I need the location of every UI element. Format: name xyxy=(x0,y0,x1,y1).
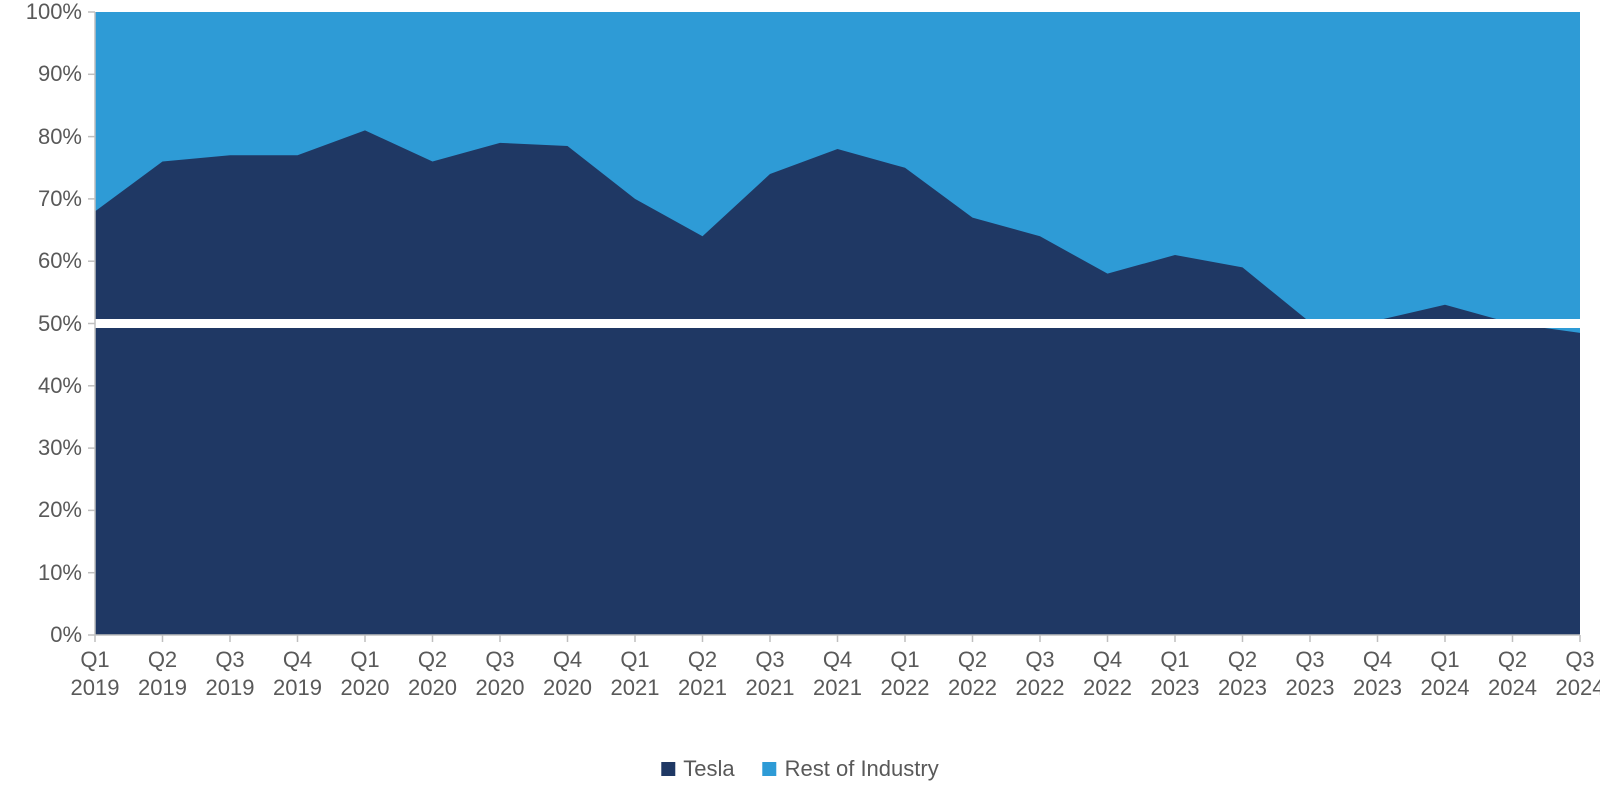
x-tick-label: Q1 2024 xyxy=(1421,646,1470,701)
x-tick-label: Q3 2020 xyxy=(476,646,525,701)
y-tick-label: 90% xyxy=(38,61,82,87)
x-tick-label: Q1 2023 xyxy=(1151,646,1200,701)
x-tick-label: Q2 2019 xyxy=(138,646,187,701)
y-tick-label: 10% xyxy=(38,560,82,586)
legend-swatch-rest xyxy=(763,762,777,776)
legend-label-rest: Rest of Industry xyxy=(785,756,939,782)
x-tick-label: Q1 2022 xyxy=(881,646,930,701)
y-tick-label: 70% xyxy=(38,186,82,212)
x-tick-label: Q2 2022 xyxy=(948,646,997,701)
legend-item-rest: Rest of Industry xyxy=(763,756,939,782)
x-tick-label: Q4 2019 xyxy=(273,646,322,701)
x-tick-label: Q2 2024 xyxy=(1488,646,1537,701)
x-tick-label: Q4 2021 xyxy=(813,646,862,701)
y-tick-label: 100% xyxy=(26,0,82,25)
legend-label-tesla: Tesla xyxy=(683,756,734,782)
y-tick-label: 20% xyxy=(38,497,82,523)
y-tick-label: 80% xyxy=(38,124,82,150)
x-tick-label: Q1 2019 xyxy=(71,646,120,701)
x-tick-label: Q2 2020 xyxy=(408,646,457,701)
x-tick-label: Q3 2022 xyxy=(1016,646,1065,701)
y-tick-label: 40% xyxy=(38,373,82,399)
chart-legend: Tesla Rest of Industry xyxy=(661,756,938,782)
market-share-stacked-area-chart: 0% 10% 20% 30% 40% 50% 60% 70% 80% 90% 100% Q1 201… xyxy=(0,0,1600,793)
y-tick-label: 30% xyxy=(38,435,82,461)
x-tick-label: Q1 2020 xyxy=(341,646,390,701)
legend-item-tesla: Tesla xyxy=(661,756,734,782)
y-tick-label: 50% xyxy=(38,311,82,337)
x-tick-label: Q2 2023 xyxy=(1218,646,1267,701)
x-tick-label: Q3 2021 xyxy=(746,646,795,701)
y-tick-label: 0% xyxy=(50,622,82,648)
x-tick-label: Q1 2021 xyxy=(611,646,660,701)
x-tick-label: Q3 2023 xyxy=(1286,646,1335,701)
x-tick-label: Q3 2019 xyxy=(206,646,255,701)
y-tick-label: 60% xyxy=(38,248,82,274)
x-tick-label: Q4 2023 xyxy=(1353,646,1402,701)
x-tick-label: Q4 2020 xyxy=(543,646,592,701)
x-tick-label: Q4 2022 xyxy=(1083,646,1132,701)
x-tick-label: Q3 2024 xyxy=(1556,646,1600,701)
legend-swatch-tesla xyxy=(661,762,675,776)
x-tick-label: Q2 2021 xyxy=(678,646,727,701)
